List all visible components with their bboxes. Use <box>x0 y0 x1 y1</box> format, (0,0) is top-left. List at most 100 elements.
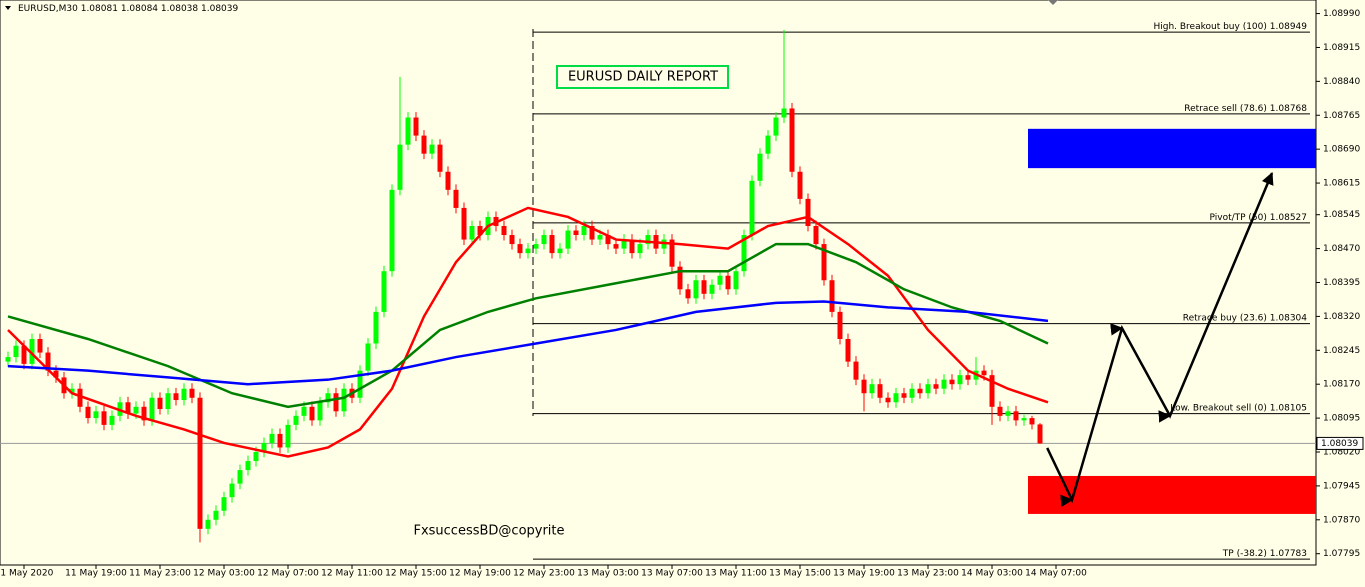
x-tick-label: 12 May 11:00 <box>321 569 383 579</box>
moving-average <box>7 242 1049 409</box>
candle-body <box>309 406 315 421</box>
candle-body <box>877 384 883 398</box>
candle-body <box>181 388 187 401</box>
candle-body <box>13 345 19 358</box>
candle-body <box>581 226 587 236</box>
candle-body <box>109 415 115 425</box>
candle-body <box>1029 418 1035 425</box>
candle-body <box>549 235 555 254</box>
title-box: EURUSD DAILY REPORT <box>556 65 729 89</box>
x-tick-label: 12 May 15:00 <box>385 569 447 579</box>
level-name: TP (-38.2) <box>1222 549 1267 559</box>
candle-body <box>701 280 707 294</box>
candle-body <box>389 189 395 272</box>
header-symbol: EURUSD,M30 <box>18 4 78 14</box>
x-tick-label: 12 May 19:00 <box>449 569 511 579</box>
candle-body <box>5 357 11 362</box>
y-tick-label: 1.07870 <box>1323 515 1360 525</box>
candle-body <box>501 226 507 236</box>
candle-body <box>253 452 259 462</box>
y-tick-label: 1.07945 <box>1323 481 1360 491</box>
candle-body <box>509 235 515 245</box>
candle-body <box>453 189 459 208</box>
candle-body <box>717 275 723 285</box>
candle-body <box>941 379 947 389</box>
candle-body <box>837 311 843 339</box>
candle-body <box>981 370 987 376</box>
candle-body <box>317 402 323 421</box>
header-icon <box>5 6 11 10</box>
candle-body <box>381 271 387 312</box>
x-tick-label: 13 May 03:00 <box>577 569 639 579</box>
level-name: Pivot/TP (50) <box>1210 212 1267 222</box>
y-tick-label: 1.08320 <box>1323 312 1360 322</box>
candle-body <box>733 271 739 290</box>
y-tick-label: 1.08690 <box>1323 145 1360 155</box>
level-value: 1.08527 <box>1270 212 1307 222</box>
candle-body <box>669 239 675 267</box>
candle-body <box>613 244 619 249</box>
x-tick-label: 14 May 07:00 <box>1025 569 1087 579</box>
y-tick-label: 1.08765 <box>1323 111 1360 121</box>
candle-body <box>853 361 859 380</box>
candle-body <box>261 442 267 452</box>
candle-body <box>557 248 563 254</box>
candle-body <box>429 144 435 154</box>
candle-body <box>133 406 139 414</box>
candle-body <box>365 343 371 371</box>
candle-body <box>237 470 243 484</box>
candle-body <box>861 379 867 394</box>
candle-body <box>1005 411 1011 416</box>
x-tick-label: 13 May 11:00 <box>705 569 767 579</box>
candle-body <box>1037 424 1043 444</box>
candle-body <box>925 384 931 394</box>
candle-body <box>573 230 579 236</box>
y-tick-label: 1.08840 <box>1323 77 1360 87</box>
level-name: Retrace sell (78.6) <box>1184 103 1267 113</box>
candle-body <box>373 311 379 344</box>
watermark: FxsuccessBD@copyrite <box>413 524 564 539</box>
candle-body <box>93 411 99 419</box>
level-value: 1.08768 <box>1270 103 1307 113</box>
candle-body <box>917 388 923 394</box>
level-name: Retrace buy (23.6) <box>1183 313 1267 323</box>
header-open: 1.08081 <box>81 4 118 14</box>
candle-body <box>957 375 963 385</box>
x-tick-label: 13 May 07:00 <box>641 569 703 579</box>
level-value: 1.08105 <box>1270 403 1307 413</box>
candle-body <box>437 144 443 172</box>
candle-body <box>325 393 331 403</box>
candle-body <box>757 153 763 181</box>
candle-body <box>845 339 851 362</box>
candle-body <box>357 370 363 398</box>
candle-body <box>765 135 771 154</box>
level-label: Retrace buy (23.6) 1.08304 <box>1183 313 1308 323</box>
target-zone <box>1028 128 1316 169</box>
candle-body <box>565 230 571 249</box>
x-tick-label: 13 May 23:00 <box>897 569 959 579</box>
candle-body <box>149 397 155 421</box>
candle-body <box>189 388 195 398</box>
candle-body <box>53 370 59 378</box>
level-name: High. Breakout buy (100) <box>1153 22 1266 32</box>
candle-body <box>901 393 907 398</box>
y-tick-label: 1.07795 <box>1323 549 1360 559</box>
candle-body <box>525 248 531 254</box>
level-label: TP (-38.2) 1.07783 <box>1222 549 1307 559</box>
candle-body <box>797 171 803 199</box>
candle-body <box>269 433 275 443</box>
level-label: High. Breakout buy (100) 1.08949 <box>1153 22 1307 32</box>
moving-average <box>7 300 1049 386</box>
candle-body <box>821 244 827 281</box>
candle-body <box>197 397 203 529</box>
candle-body <box>813 226 819 245</box>
x-tick-label: 11 May 2020 <box>0 569 54 579</box>
candle-body <box>77 388 83 407</box>
header-high: 1.08084 <box>121 4 158 14</box>
candle-body <box>205 519 211 529</box>
level-label: Pivot/TP (50) 1.08527 <box>1210 212 1307 222</box>
candle-body <box>645 235 651 245</box>
candle-body <box>333 393 339 412</box>
